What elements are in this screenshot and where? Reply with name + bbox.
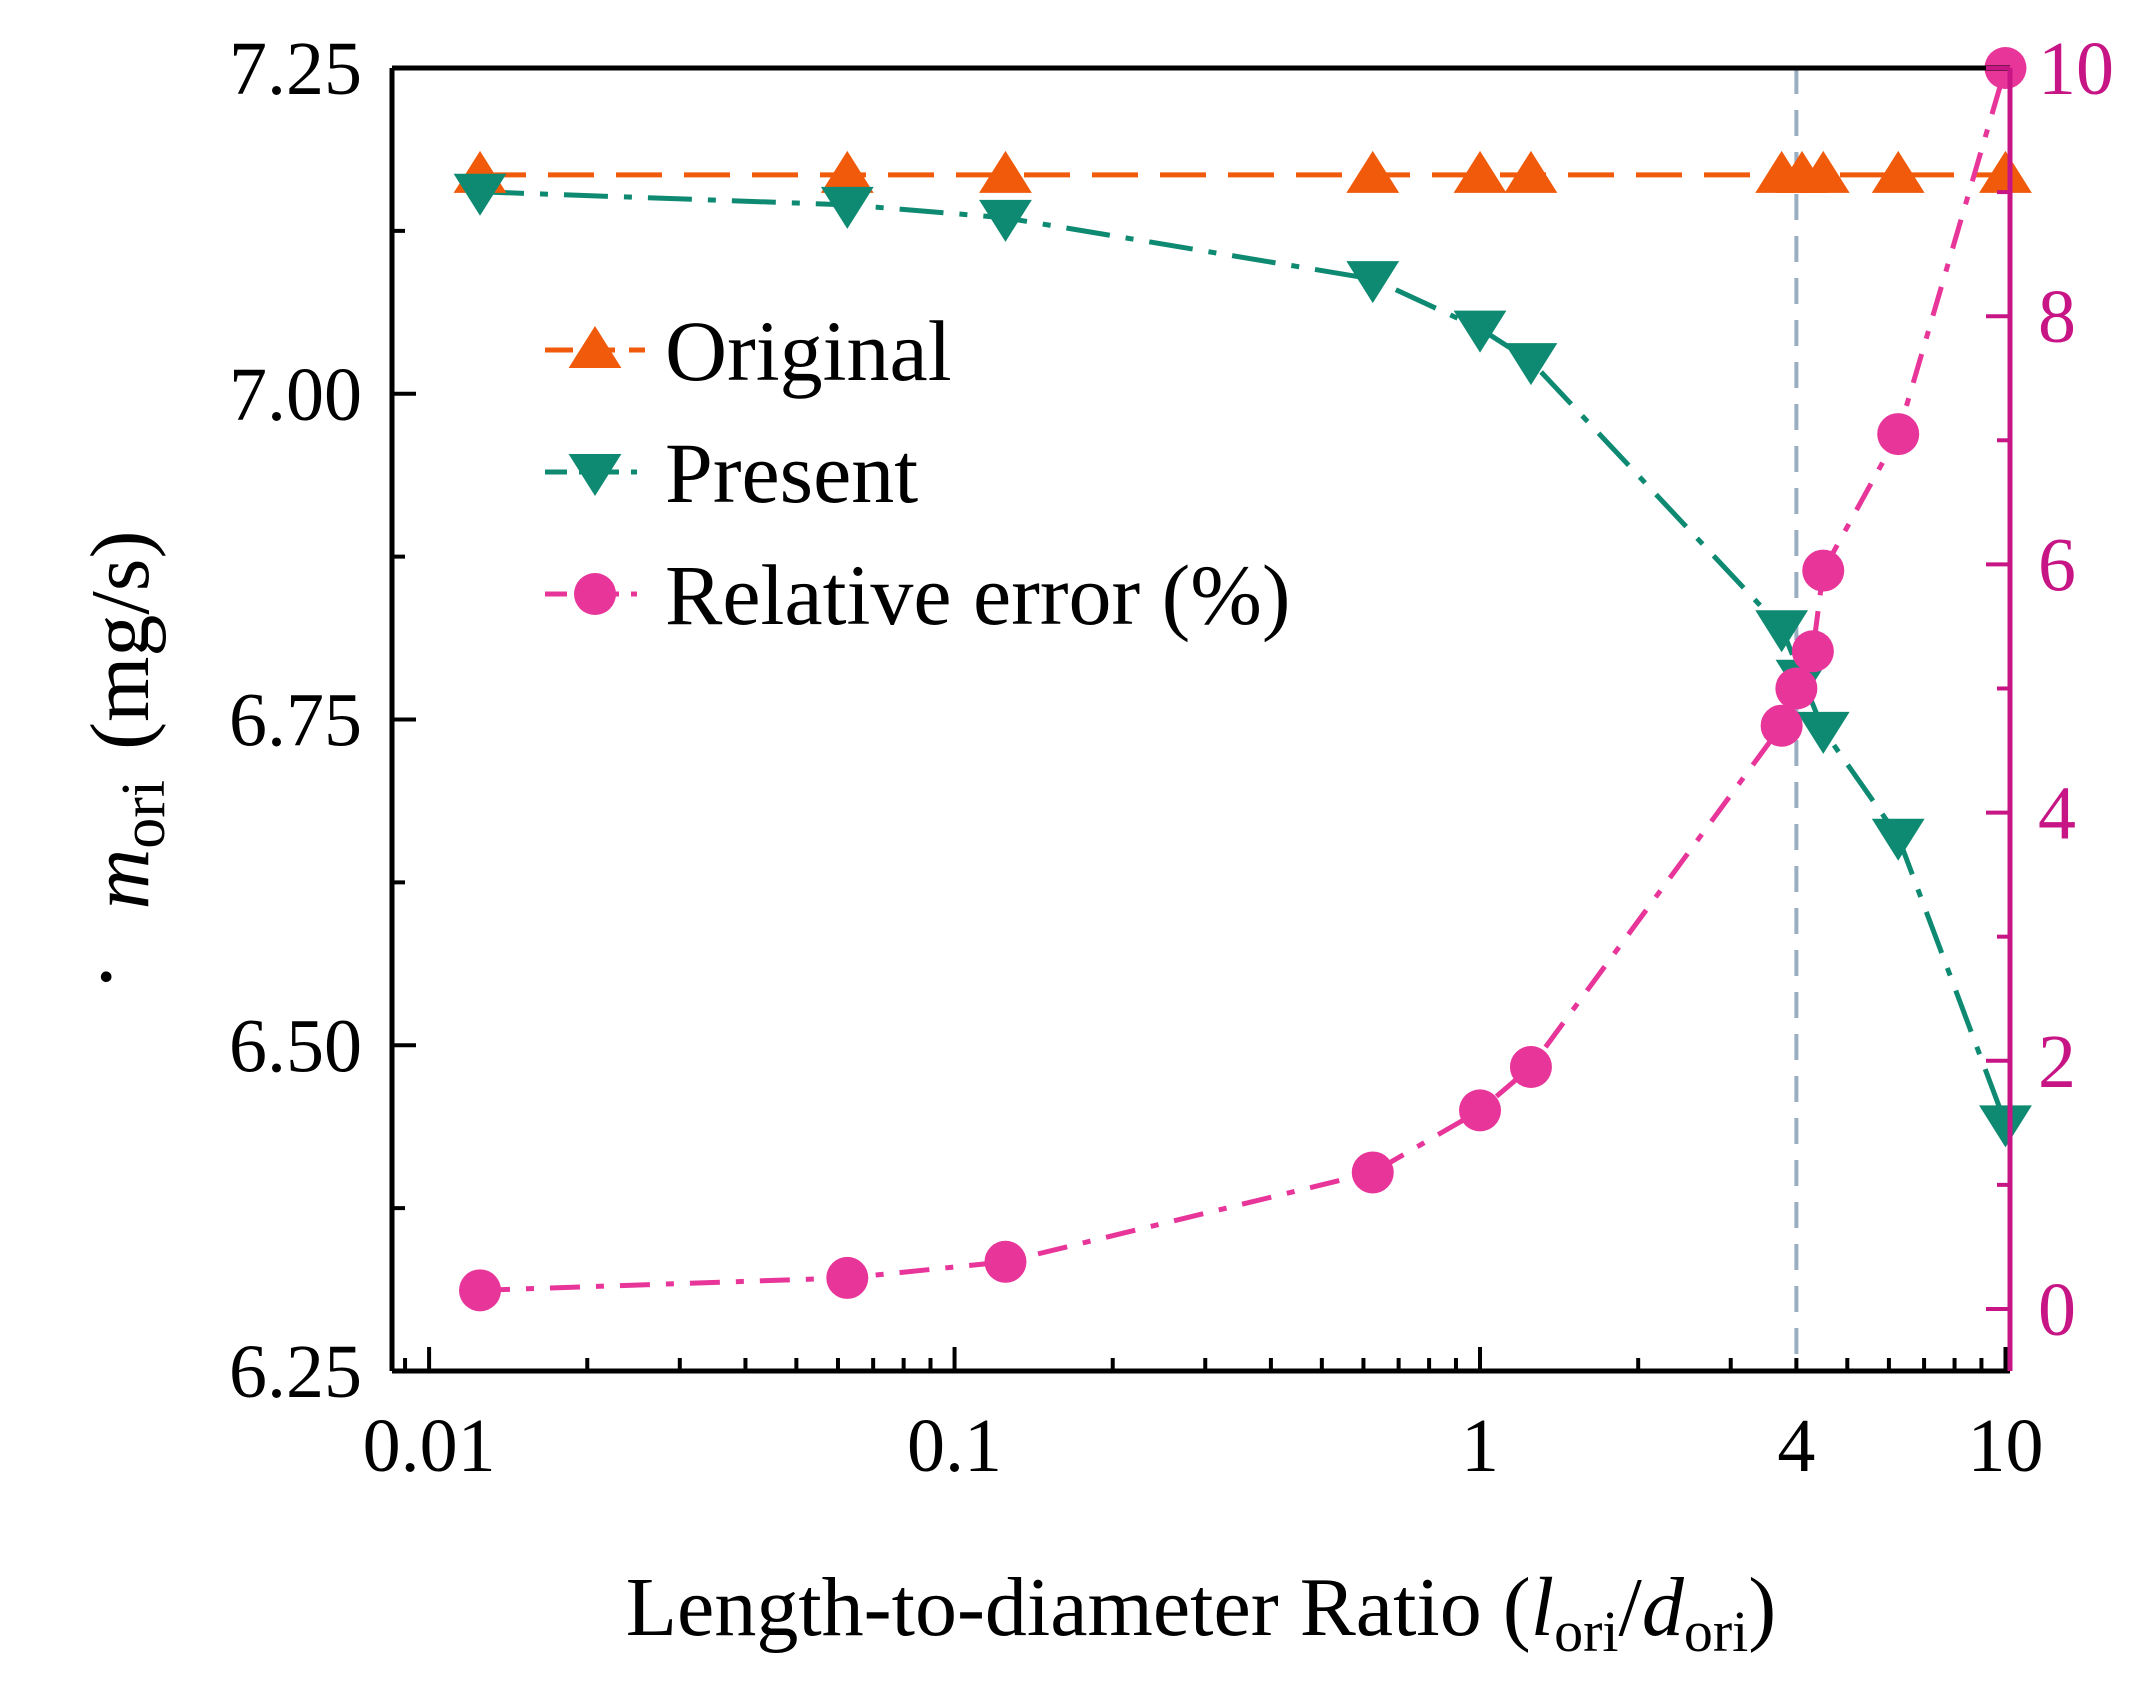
x-axis-title: Length-to-diameter Ratio (lori/dori)	[626, 1561, 1777, 1664]
x-tick-label: 10	[1967, 1404, 2043, 1488]
data-point-original	[1871, 150, 1925, 193]
data-point-present	[1979, 1105, 2032, 1148]
y2-tick-label: 2	[2038, 1020, 2076, 1104]
data-point-present	[1871, 818, 1925, 861]
data-point-relative-error	[826, 1256, 869, 1299]
y2-tick-label: 8	[2038, 275, 2076, 359]
data-point-original	[820, 150, 874, 193]
data-point-original	[1979, 150, 2032, 193]
data-point-present	[1755, 610, 1809, 653]
data-point-relative-error	[984, 1240, 1027, 1283]
legend-marker	[574, 573, 616, 615]
data-point-relative-error	[1351, 1151, 1394, 1194]
y2-tick-label: 4	[2038, 772, 2076, 856]
x-tick-label: 0.1	[907, 1404, 1002, 1488]
data-point-present	[1346, 261, 1400, 304]
y2-tick-label: 0	[2038, 1268, 2076, 1352]
legend-label: Relative error (%)	[665, 547, 1291, 643]
data-point-original	[1796, 150, 1850, 193]
data-point-original	[979, 150, 1032, 193]
data-point-relative-error	[1775, 667, 1818, 710]
legend-label: Present	[665, 425, 918, 521]
data-point-relative-error	[459, 1269, 502, 1312]
x-axis-ticks: 0.01 0.1 1 4 10	[363, 1347, 2043, 1488]
data-point-relative-error	[1459, 1089, 1502, 1132]
y2-tick-label: 10	[2038, 27, 2114, 111]
data-point-present	[1504, 343, 1558, 386]
x-tick-label: 0.01	[363, 1404, 496, 1488]
legend-marker	[568, 326, 622, 368]
data-point-original	[1346, 150, 1400, 193]
y-tick-label: 7.00	[229, 353, 362, 437]
data-point-relative-error	[1877, 413, 1920, 456]
y-tick-label: 6.50	[229, 1004, 362, 1088]
data-point-present	[453, 173, 507, 216]
y-tick-label: 7.25	[229, 27, 362, 111]
y2-tick-label: 6	[2038, 523, 2076, 607]
data-point-relative-error	[1791, 630, 1834, 673]
data-point-present	[820, 186, 874, 229]
series-lines-layer	[479, 67, 2008, 1293]
series-line-present	[479, 189, 2008, 1125]
series-markers-layer	[453, 47, 2032, 1312]
data-point-relative-error	[1760, 704, 1803, 747]
y-axis-title-dot: .	[31, 966, 130, 989]
data-point-present	[1796, 711, 1850, 754]
y-axis-title: mori(mg/s) .	[31, 531, 178, 988]
x-tick-label: 1	[1461, 1404, 1499, 1488]
data-point-original	[1453, 150, 1507, 193]
data-point-present	[979, 199, 1032, 242]
y-axis-right-ticks: 0 2 4 6 8 10	[1986, 27, 2114, 1352]
series-line-relative-error	[479, 67, 2008, 1293]
data-point-original	[1504, 150, 1558, 193]
svg-text:mori(mg/s): mori(mg/s)	[74, 531, 178, 910]
plot-frame	[389, 65, 2013, 1374]
y-axis-left-ticks: 6.25 6.50 6.75 7.00 7.25	[229, 27, 416, 1414]
x-tick-label: 4	[1777, 1404, 1815, 1488]
y-tick-label: 6.75	[229, 679, 362, 763]
y-tick-label: 6.25	[229, 1330, 362, 1414]
data-point-relative-error	[1509, 1045, 1552, 1088]
legend-label: Original	[665, 303, 952, 399]
legend: Original Present Relative error (%)	[545, 303, 1291, 643]
legend-marker	[568, 454, 622, 496]
data-point-present	[1453, 310, 1507, 353]
data-point-relative-error	[1802, 549, 1845, 592]
